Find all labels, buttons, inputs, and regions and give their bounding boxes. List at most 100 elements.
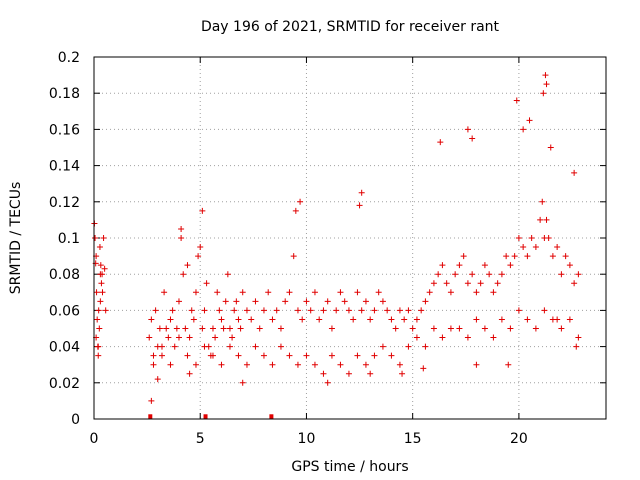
- data-point: [150, 352, 157, 359]
- data-point: [413, 334, 420, 341]
- data-point: [148, 397, 155, 404]
- data-point: [473, 289, 480, 296]
- data-point: [498, 271, 505, 278]
- data-point: [524, 316, 531, 323]
- data-point: [277, 343, 284, 350]
- data-point: [161, 289, 168, 296]
- data-point: [554, 316, 561, 323]
- data-point: [235, 352, 242, 359]
- data-point: [539, 198, 546, 205]
- data-point: [571, 280, 578, 287]
- data-point: [95, 343, 102, 350]
- data-point: [356, 202, 363, 209]
- data-point: [371, 352, 378, 359]
- data-point: [218, 316, 225, 323]
- data-point: [294, 361, 301, 368]
- data-point: [237, 325, 244, 332]
- data-point: [473, 316, 480, 323]
- y-tick-label: 0.06: [49, 303, 80, 319]
- data-point: [163, 325, 170, 332]
- data-point: [199, 325, 206, 332]
- data-point: [243, 307, 250, 314]
- data-point: [277, 325, 284, 332]
- data-point: [299, 316, 306, 323]
- y-tick-label: 0.2: [58, 50, 80, 66]
- y-tick-label: 0.04: [49, 340, 80, 356]
- data-point: [165, 334, 172, 341]
- y-tick-label: 0: [71, 412, 80, 428]
- data-point: [98, 280, 105, 287]
- zero-marker: [203, 414, 208, 419]
- data-point: [418, 307, 425, 314]
- data-point: [201, 343, 208, 350]
- data-point: [337, 289, 344, 296]
- data-point: [239, 289, 246, 296]
- data-point: [226, 325, 233, 332]
- data-point: [341, 298, 348, 305]
- data-point: [102, 307, 109, 314]
- data-point: [173, 325, 180, 332]
- data-point: [388, 316, 395, 323]
- data-point: [216, 307, 223, 314]
- data-point: [473, 361, 480, 368]
- data-point: [524, 253, 531, 260]
- data-point: [195, 253, 202, 260]
- data-point: [562, 253, 569, 260]
- data-point: [362, 298, 369, 305]
- data-point: [367, 370, 374, 377]
- data-point: [547, 144, 554, 151]
- data-point: [362, 361, 369, 368]
- data-point: [358, 307, 365, 314]
- data-point: [540, 90, 547, 97]
- data-point: [248, 316, 255, 323]
- data-point: [422, 343, 429, 350]
- data-point: [456, 325, 463, 332]
- data-point: [93, 289, 100, 296]
- data-point: [214, 289, 221, 296]
- data-point: [97, 262, 104, 269]
- data-point: [507, 262, 514, 269]
- data-point: [233, 298, 240, 305]
- plot-frame: [93, 56, 607, 420]
- data-point: [573, 343, 580, 350]
- data-point: [203, 280, 210, 287]
- data-point: [437, 139, 444, 146]
- data-point: [481, 262, 488, 269]
- data-point: [192, 361, 199, 368]
- data-point: [154, 376, 161, 383]
- data-point: [422, 298, 429, 305]
- data-point: [182, 325, 189, 332]
- data-point: [379, 343, 386, 350]
- data-point: [311, 361, 318, 368]
- data-point: [96, 244, 103, 251]
- data-point: [558, 271, 565, 278]
- data-point: [464, 126, 471, 133]
- data-point: [566, 316, 573, 323]
- data-point: [186, 370, 193, 377]
- data-point: [566, 262, 573, 269]
- data-point: [456, 262, 463, 269]
- data-point: [549, 253, 556, 260]
- data-point: [511, 253, 518, 260]
- data-point: [345, 370, 352, 377]
- data-point: [439, 262, 446, 269]
- y-axis-label: SRMTID / TECUs: [8, 182, 24, 295]
- data-point: [169, 307, 176, 314]
- data-point: [545, 235, 552, 241]
- data-point: [520, 126, 527, 133]
- data-point: [447, 325, 454, 332]
- data-point: [420, 365, 427, 372]
- data-point: [532, 325, 539, 332]
- chart-title: Day 196 of 2021, SRMTID for receiver ran…: [201, 19, 500, 35]
- data-point: [354, 289, 361, 296]
- data-point: [399, 370, 406, 377]
- data-point: [152, 307, 159, 314]
- data-point: [171, 343, 178, 350]
- data-point: [405, 343, 412, 350]
- data-point: [503, 253, 510, 260]
- data-point: [328, 325, 335, 332]
- data-point: [188, 307, 195, 314]
- data-point: [375, 289, 382, 296]
- data-point: [311, 289, 318, 296]
- data-point: [150, 361, 157, 368]
